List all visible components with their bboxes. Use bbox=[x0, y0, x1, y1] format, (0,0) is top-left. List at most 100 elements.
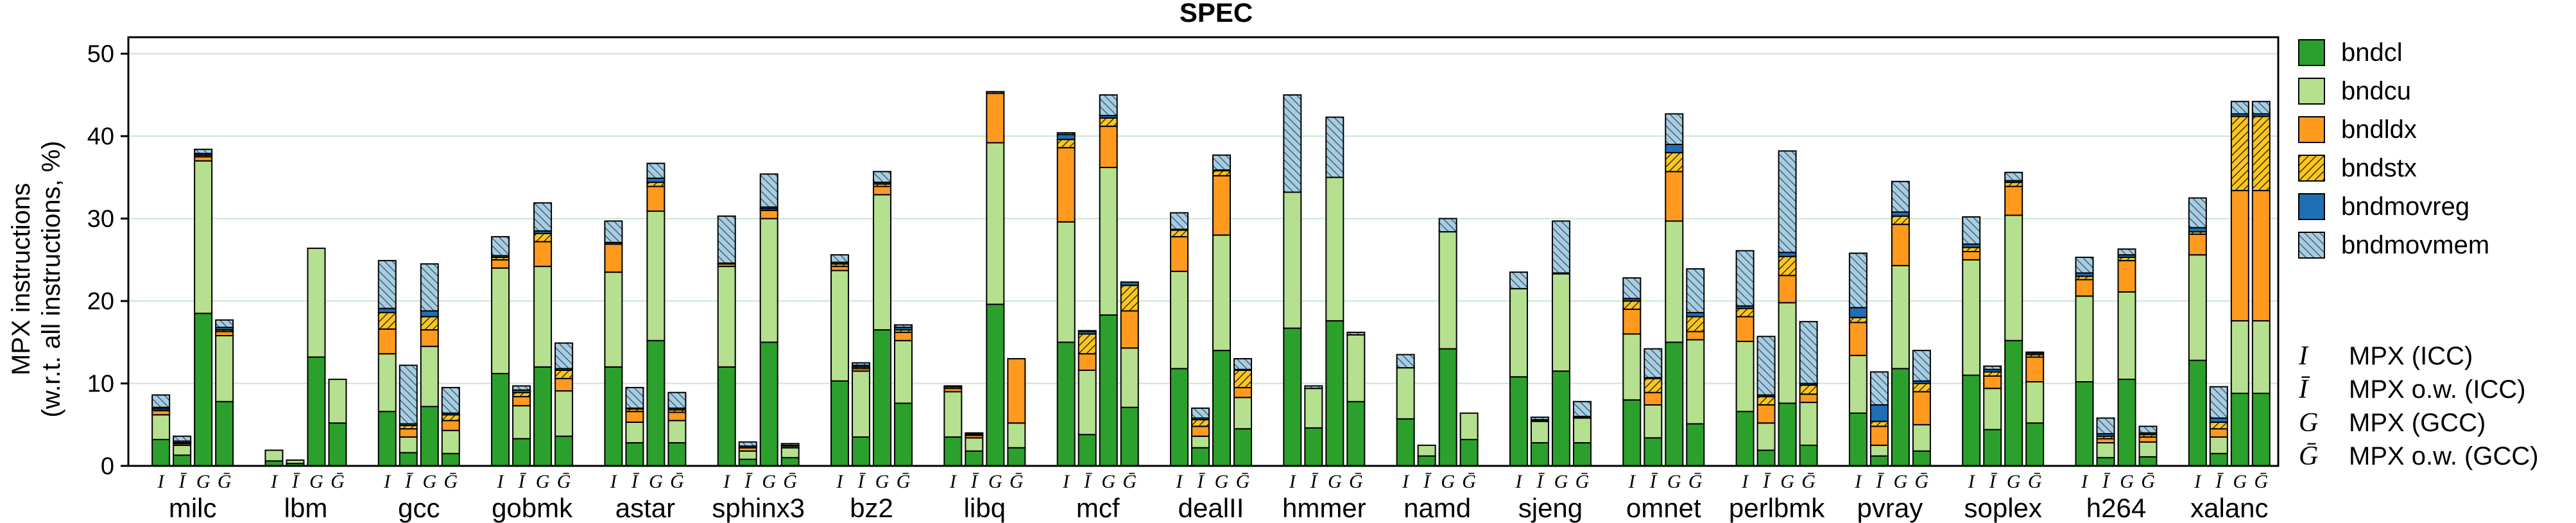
bar-segment-astar-I-bndcu bbox=[604, 271, 623, 368]
bar-segment-soplex-Ḡ-bndmovmem bbox=[2025, 351, 2045, 354]
bar-segment-mcf-G-bndldx bbox=[1099, 125, 1118, 168]
bar-segment-dealII-Ḡ-bndstx bbox=[1233, 369, 1252, 388]
variant-label: G bbox=[309, 471, 323, 492]
bar-segment-mcf-Ī-bndcu bbox=[1078, 369, 1097, 436]
bar-segment-xalanc-Ḡ-bndmovmem bbox=[2251, 101, 2271, 115]
bar-segment-bz2-G-bndcu bbox=[873, 194, 892, 331]
bar-segment-h264-I-bndcu bbox=[2075, 295, 2094, 382]
variant-label: I bbox=[949, 471, 957, 492]
variant-label: Ī bbox=[1875, 471, 1884, 492]
bar-segment-gcc-Ḡ-bndcl bbox=[441, 452, 460, 467]
legend-label-bndmovreg: bndmovreg bbox=[2341, 193, 2469, 221]
bar-segment-sjeng-I-bndmovmem bbox=[1509, 271, 1528, 289]
bar-segment-gcc-Ḡ-bndldx bbox=[441, 420, 460, 431]
category-label-astar: astar bbox=[615, 493, 675, 523]
bar-segment-gobmk-Ī-bndcu bbox=[512, 405, 531, 440]
bar-segment-hmmer-G-bndcu bbox=[1325, 176, 1344, 322]
variant-label: Ī bbox=[970, 471, 979, 492]
variant-key-label: MPX (ICC) bbox=[2349, 342, 2473, 370]
variant-label: I bbox=[157, 471, 166, 492]
variant-label: G bbox=[875, 471, 889, 492]
bar-segment-omnet-Ī-bndcu bbox=[1644, 404, 1663, 439]
variant-key-label: MPX (GCC) bbox=[2349, 409, 2486, 437]
bar-segment-sjeng-Ī-bndcu bbox=[1530, 420, 1549, 444]
bar-segment-astar-G-bndmovmem bbox=[646, 162, 665, 179]
bar-segment-dealII-G-bndstx bbox=[1212, 170, 1231, 176]
bar-segment-omnet-Ḡ-bndstx bbox=[1686, 316, 1705, 332]
legend-swatch-bndldx bbox=[2298, 116, 2325, 143]
bar-segment-gobmk-Ḡ-bndcl bbox=[554, 435, 574, 467]
bar-group-h264 bbox=[2075, 248, 2158, 467]
bar-segment-h264-G-bndmovmem bbox=[2117, 248, 2136, 256]
bar-groups bbox=[151, 90, 2271, 467]
variant-label: Ḡ bbox=[1801, 471, 1816, 492]
variant-label: I bbox=[2081, 471, 2089, 492]
bar-segment-pvray-Ḡ-bndldx bbox=[1912, 391, 1931, 425]
variant-label: Ī bbox=[178, 471, 187, 492]
bar-segment-mcf-G-bndmovmem bbox=[1099, 94, 1118, 117]
bar-segment-gobmk-Ḡ-bndldx bbox=[554, 377, 574, 392]
category-label-hmmer: hmmer bbox=[1282, 493, 1366, 523]
variant-label: G bbox=[1780, 471, 1794, 492]
variant-label: G bbox=[1101, 471, 1115, 492]
y-axis-label-line-2: (w.r.t. all instructions, %) bbox=[37, 141, 65, 417]
bar-segment-astar-G-bndcu bbox=[646, 210, 665, 341]
bar-segment-soplex-I-bndmovmem bbox=[1962, 216, 1981, 245]
bar-segment-bz2-I-bndcl bbox=[830, 380, 850, 467]
variant-label: I bbox=[610, 471, 618, 492]
bar-segment-xalanc-Ḡ-bndstx bbox=[2251, 116, 2271, 191]
legend-label-bndldx: bndldx bbox=[2341, 116, 2417, 144]
bar-segment-libq-G-bndldx bbox=[986, 92, 1005, 144]
bar-segment-h264-G-bndcu bbox=[2117, 291, 2136, 381]
bar-segment-sphinx3-G-bndldx bbox=[759, 209, 778, 219]
bar-group-soplex bbox=[1962, 171, 2045, 467]
variant-key: I MPX (ICC) Ī MPX o.w. (ICC) G MPX (GCC) Ḡ MPX … bbox=[2298, 341, 2539, 471]
bar-segment-pvray-I-bndcu bbox=[1848, 354, 1868, 414]
bar-segment-soplex-G-bndldx bbox=[2004, 185, 2023, 216]
bar-segment-lbm-Ḡ-bndcl bbox=[328, 422, 347, 467]
bar-segment-h264-Ḡ-bndcu bbox=[2138, 441, 2158, 458]
bar-segment-soplex-Ī-bndmovmem bbox=[1983, 365, 2002, 370]
bar-segment-xalanc-I-bndldx bbox=[2188, 234, 2207, 256]
variant-label: G bbox=[536, 471, 550, 492]
bar-segment-omnet-Ī-bndmovmem bbox=[1644, 348, 1663, 379]
bar-segment-omnet-Ḡ-bndcu bbox=[1686, 339, 1705, 425]
variant-label: I bbox=[1741, 471, 1749, 492]
variant-label: G bbox=[1441, 471, 1455, 492]
variant-key-symbol: I bbox=[2298, 341, 2309, 371]
bar-segment-milc-G-bndcl bbox=[194, 313, 213, 467]
bar-segment-gcc-Ī-bndldx bbox=[399, 428, 418, 438]
bar-segment-mcf-I-bndstx bbox=[1056, 139, 1076, 149]
bar-segment-libq-Ḡ-bndldx bbox=[1007, 358, 1026, 424]
legend-swatch-bndcu bbox=[2298, 78, 2325, 105]
bar-segment-pvray-Ī-bndmovreg bbox=[1869, 404, 1889, 422]
bar-segment-bz2-Ī-bndmovmem bbox=[852, 362, 871, 366]
bar-segment-astar-Ḡ-bndcl bbox=[667, 442, 687, 467]
bar-segment-perlbmk-G-bndldx bbox=[1778, 275, 1797, 304]
bar-segment-h264-I-bndcl bbox=[2075, 381, 2094, 467]
bar-segment-mcf-I-bndmovmem bbox=[1056, 132, 1076, 135]
variant-label: I bbox=[1968, 471, 1976, 492]
bar-segment-libq-Ī-bndcl bbox=[965, 450, 984, 467]
bar-segment-mcf-I-bndcl bbox=[1056, 341, 1076, 467]
variant-label: Ī bbox=[2102, 471, 2111, 492]
bar-segment-bz2-G-bndldx bbox=[873, 185, 892, 196]
bar-segment-libq-G-bndcl bbox=[986, 304, 1005, 467]
bar-segment-perlbmk-Ī-bndcl bbox=[1756, 449, 1776, 467]
bar-segment-gobmk-Ī-bndcl bbox=[512, 438, 531, 467]
bar-segment-milc-Ī-bndcl bbox=[173, 454, 192, 467]
bar-segment-perlbmk-Ī-bndstx bbox=[1756, 396, 1776, 406]
bar-segment-h264-Ī-bndmovmem bbox=[2096, 417, 2115, 434]
bar-segment-xalanc-Ḡ-bndldx bbox=[2251, 189, 2271, 322]
bar-segment-dealII-Ḡ-bndcl bbox=[1233, 428, 1252, 467]
bar-segment-soplex-Ī-bndcu bbox=[1983, 388, 2002, 431]
bar-segment-sphinx3-G-bndmovmem bbox=[759, 173, 778, 208]
bar-group-perlbmk bbox=[1735, 150, 1818, 467]
bar-segment-gcc-Ī-bndcu bbox=[399, 436, 418, 454]
bar-segment-xalanc-Ī-bndcu bbox=[2209, 436, 2228, 454]
bar-segment-milc-Ī-bndcu bbox=[173, 444, 192, 456]
bar-segment-omnet-Ī-bndldx bbox=[1644, 391, 1663, 406]
bar-group-xalanc bbox=[2188, 101, 2271, 467]
bar-segment-xalanc-Ī-bndldx bbox=[2209, 428, 2228, 438]
